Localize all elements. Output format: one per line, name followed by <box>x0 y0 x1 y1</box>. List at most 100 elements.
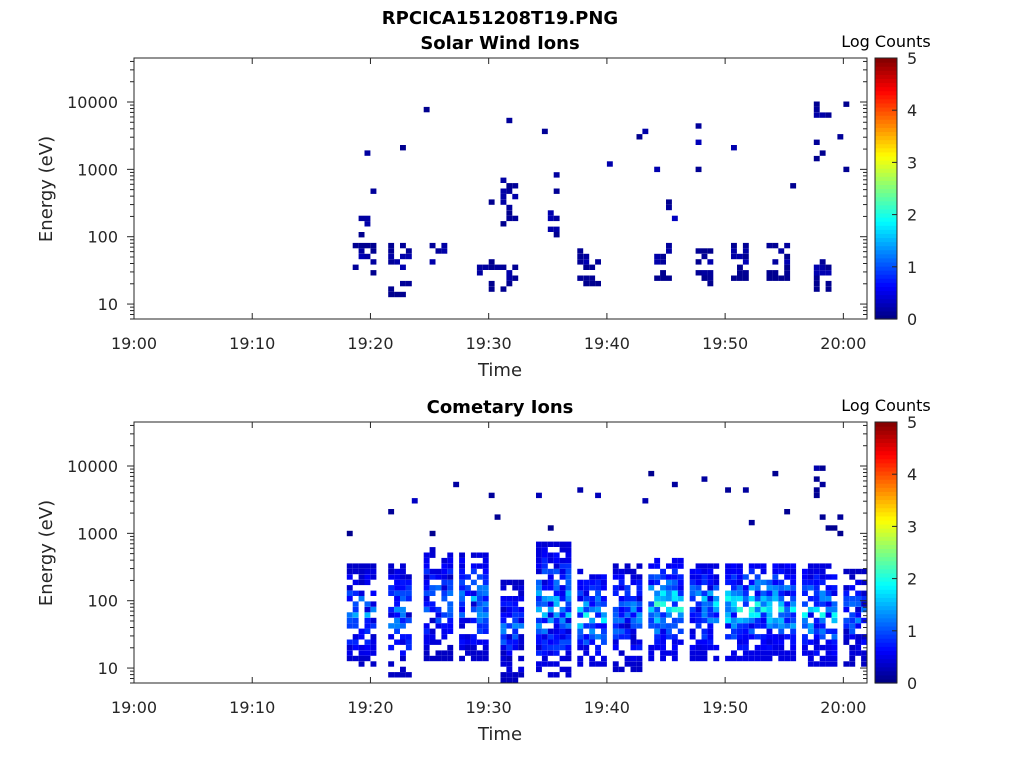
heatmap-cell <box>671 623 678 629</box>
heatmap-cell <box>559 563 566 569</box>
heatmap-cell <box>618 634 625 640</box>
heatmap-cell <box>701 655 708 662</box>
heatmap-cell <box>843 634 850 640</box>
heatmap-cell <box>855 650 862 656</box>
heatmap-cell <box>825 655 832 662</box>
heatmap-cell <box>577 248 584 254</box>
heatmap-cell <box>435 248 442 254</box>
x-axis-label-solar-wind: Time <box>477 360 522 381</box>
colorbar-segment <box>875 540 897 545</box>
heatmap-cell <box>482 628 489 634</box>
heatmap-cell <box>482 655 489 662</box>
heatmap-cell <box>819 601 826 607</box>
heatmap-cell <box>666 275 672 281</box>
heatmap-cell <box>660 574 666 580</box>
heatmap-cell <box>636 644 643 651</box>
heatmap-cell <box>813 101 820 107</box>
heatmap-cell <box>553 601 560 607</box>
heatmap-cell <box>772 596 779 602</box>
heatmap-cell <box>536 666 542 673</box>
heatmap-cell <box>689 590 696 596</box>
heatmap-cell <box>512 601 519 607</box>
heatmap-cell <box>583 280 590 287</box>
heatmap-cell <box>677 606 684 613</box>
heatmap-cell <box>819 112 826 118</box>
heatmap-cell <box>447 644 454 651</box>
heatmap-cell <box>370 617 377 624</box>
colorbar-label-solar-wind: Log Counts <box>841 32 931 51</box>
heatmap-cell <box>766 579 773 586</box>
heatmap-cell <box>370 259 377 265</box>
heatmap-cell <box>654 601 661 607</box>
heatmap-cell <box>843 661 850 667</box>
heatmap-cell <box>671 617 678 624</box>
heatmap-cell <box>636 606 643 613</box>
heatmap-cell <box>388 585 395 591</box>
heatmap-cell <box>565 666 572 673</box>
heatmap-cell <box>778 644 785 651</box>
colorbar-segment <box>875 470 897 476</box>
heatmap-cell <box>677 585 684 591</box>
heatmap-cell <box>547 617 554 624</box>
heatmap-cell <box>459 574 465 580</box>
colorbar-segment <box>875 458 897 464</box>
colorbar-segment <box>875 310 897 316</box>
heatmap-cell <box>861 590 867 596</box>
heatmap-cell <box>819 655 826 662</box>
heatmap-cell <box>849 617 856 624</box>
heatmap-cell <box>470 655 477 662</box>
heatmap-cell <box>825 612 832 618</box>
heatmap-cell <box>802 644 808 651</box>
heatmap-cell <box>577 259 584 265</box>
heatmap-cell <box>488 199 495 205</box>
heatmap-cell <box>400 655 406 662</box>
heatmap-cell <box>861 568 867 575</box>
y-tick-label: 100 <box>87 228 118 247</box>
heatmap-cell <box>660 590 666 596</box>
colorbar-segment <box>875 552 897 558</box>
heatmap-cell <box>577 628 584 634</box>
colorbar-segment <box>875 642 897 647</box>
cometary-panel: Cometary Ions 19:00 19:10 19:20 19:30 19:40 1… <box>36 396 931 745</box>
heatmap-cell <box>565 541 572 547</box>
heatmap-cell <box>364 574 371 580</box>
heatmap-cell <box>612 628 619 634</box>
heatmap-cell <box>695 585 702 591</box>
colorbar-segment <box>875 621 897 627</box>
heatmap-cell <box>861 606 867 613</box>
heatmap-cell <box>601 628 607 634</box>
heatmap-cell <box>802 579 808 586</box>
colorbar-segment <box>875 629 897 635</box>
heatmap-cell <box>512 634 519 640</box>
heatmap-cell <box>441 242 448 249</box>
heatmap-cell <box>400 650 406 656</box>
colorbar-tick-label: 3 <box>907 153 917 172</box>
x-tick-label: 19:30 <box>466 334 512 353</box>
heatmap-cell <box>358 661 365 667</box>
heatmap-cell <box>701 476 708 482</box>
colorbar-tick-label: 4 <box>907 101 917 120</box>
heatmap-cell <box>459 590 465 596</box>
heatmap-cell <box>346 617 353 624</box>
heatmap-cell <box>778 623 785 629</box>
heatmap-cell <box>506 204 513 211</box>
heatmap-cell <box>429 574 436 580</box>
heatmap-cell <box>802 590 808 596</box>
heatmap-cell <box>565 634 572 640</box>
heatmap-cell <box>364 644 371 651</box>
heatmap-cell <box>813 465 820 471</box>
heatmap-cell <box>737 275 743 281</box>
heatmap-cell <box>352 568 359 575</box>
heatmap-cell <box>506 596 513 602</box>
heatmap-cell <box>766 623 773 629</box>
heatmap-cell <box>760 590 767 596</box>
heatmap-cell <box>364 601 371 607</box>
colorbar-segment <box>875 62 897 67</box>
heatmap-cell <box>636 563 643 569</box>
heatmap-cell <box>642 128 649 135</box>
heatmap-cell <box>731 601 737 607</box>
heatmap-cell <box>731 623 737 629</box>
heatmap-cell <box>506 666 513 673</box>
x-axis-label-cometary: Time <box>477 724 522 745</box>
heatmap-cell <box>536 601 542 607</box>
